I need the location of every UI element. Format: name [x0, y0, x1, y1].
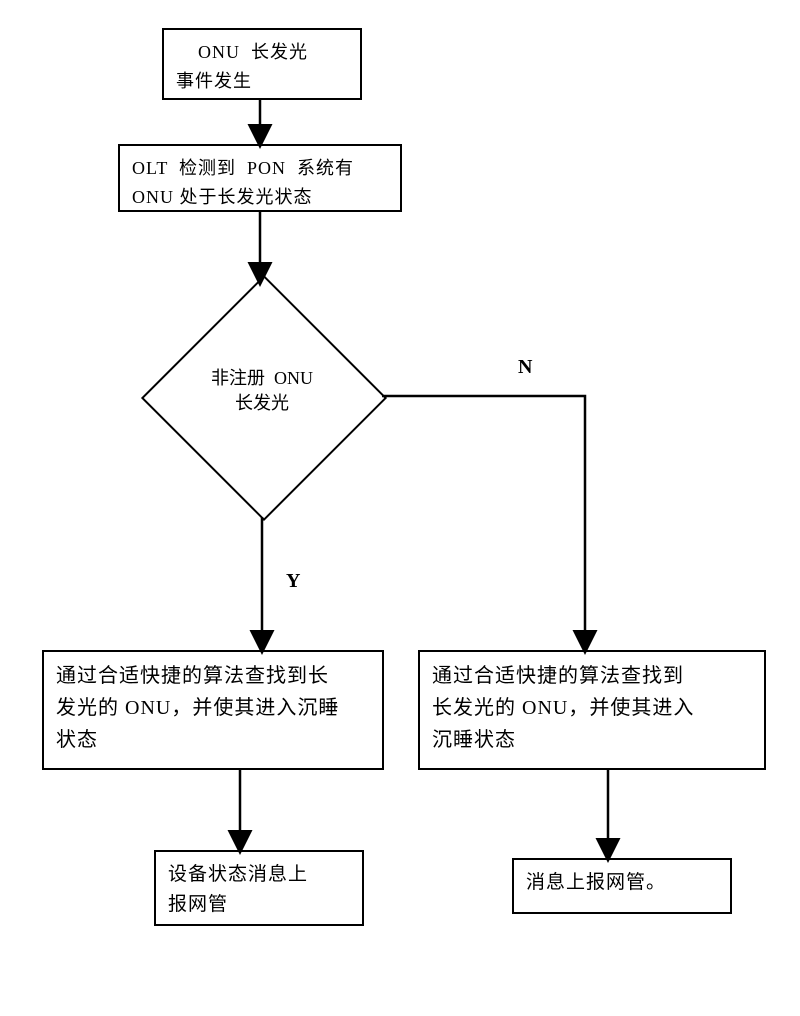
edge-decision-no	[382, 396, 585, 650]
yes-label: Y	[286, 570, 300, 593]
no-report-box: 消息上报网管。	[512, 858, 732, 914]
decision-diamond	[141, 275, 387, 521]
no-label: N	[518, 356, 532, 379]
yes-report-text: 设备状态消息上 报网管	[168, 860, 350, 921]
detect-box: OLT 检测到 PON 系统有 ONU 处于长发光状态	[118, 144, 402, 212]
start-text: ONU 长发光 事件发生	[176, 38, 348, 96]
yes-report-box: 设备状态消息上 报网管	[154, 850, 364, 926]
start-box: ONU 长发光 事件发生	[162, 28, 362, 100]
no-report-text: 消息上报网管。	[526, 868, 718, 898]
yes-action-box: 通过合适快捷的算法查找到长 发光的 ONU，并使其进入沉睡 状态	[42, 650, 384, 770]
detect-text: OLT 检测到 PON 系统有 ONU 处于长发光状态	[132, 154, 388, 212]
yes-action-text: 通过合适快捷的算法查找到长 发光的 ONU，并使其进入沉睡 状态	[56, 660, 370, 756]
no-action-box: 通过合适快捷的算法查找到 长发光的 ONU，并使其进入 沉睡状态	[418, 650, 766, 770]
no-action-text: 通过合适快捷的算法查找到 长发光的 ONU，并使其进入 沉睡状态	[432, 660, 752, 756]
